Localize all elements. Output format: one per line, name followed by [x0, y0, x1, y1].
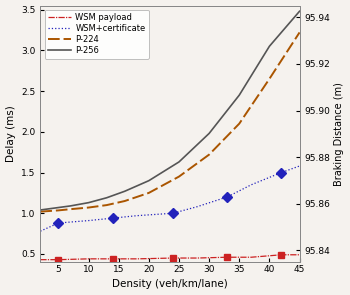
Line: P-256: P-256: [40, 11, 300, 210]
WSM+certificate: [171, 212, 175, 215]
P-224: [56, 209, 61, 212]
WSM+certificate: [111, 216, 115, 220]
P-256: [207, 132, 211, 135]
P-224: [86, 206, 91, 209]
P-256: [122, 189, 127, 193]
WSM payload: [86, 257, 91, 260]
WSM+certificate: [279, 171, 284, 174]
P-224: [237, 122, 241, 125]
Legend: WSM payload, WSM+certificate, P-224, P-256: WSM payload, WSM+certificate, P-224, P-2…: [44, 10, 149, 59]
Line: WSM+certificate: WSM+certificate: [40, 166, 300, 231]
WSM+certificate: [225, 195, 229, 199]
WSM+certificate: [249, 183, 253, 186]
P-224: [122, 199, 127, 203]
WSM+certificate: [298, 164, 302, 168]
P-224: [267, 77, 272, 81]
P-256: [105, 196, 109, 199]
P-256: [237, 94, 241, 97]
WSM+certificate: [38, 230, 42, 233]
WSM payload: [298, 253, 302, 257]
P-224: [68, 207, 72, 211]
P-256: [147, 179, 151, 182]
WSM payload: [38, 258, 42, 261]
WSM+certificate: [86, 219, 91, 222]
WSM payload: [56, 258, 61, 261]
P-256: [56, 206, 61, 209]
X-axis label: Density (veh/km/lane): Density (veh/km/lane): [112, 279, 228, 289]
P-224: [38, 210, 42, 213]
P-224: [207, 153, 211, 156]
P-256: [44, 207, 48, 211]
P-256: [298, 9, 302, 13]
WSM payload: [171, 256, 175, 260]
P-256: [38, 208, 42, 212]
WSM payload: [135, 257, 139, 260]
P-256: [86, 201, 91, 204]
Line: P-224: P-224: [40, 32, 300, 212]
P-256: [177, 160, 181, 164]
WSM payload: [225, 255, 229, 259]
P-256: [68, 204, 72, 208]
WSM payload: [249, 255, 253, 259]
P-224: [177, 175, 181, 178]
P-224: [298, 31, 302, 34]
P-224: [147, 191, 151, 195]
WSM payload: [279, 253, 284, 257]
WSM payload: [195, 256, 199, 260]
P-224: [44, 209, 48, 213]
WSM+certificate: [56, 221, 61, 225]
Line: WSM payload: WSM payload: [40, 255, 300, 260]
WSM+certificate: [195, 205, 199, 209]
WSM+certificate: [135, 214, 139, 217]
Y-axis label: Braking Distance (m): Braking Distance (m): [335, 82, 344, 186]
P-256: [267, 45, 272, 48]
P-224: [105, 203, 109, 207]
Y-axis label: Delay (ms): Delay (ms): [6, 105, 15, 162]
WSM payload: [111, 257, 115, 260]
